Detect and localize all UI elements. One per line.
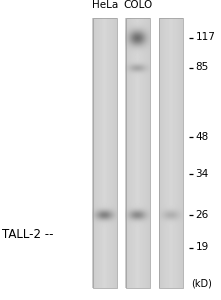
Text: 26: 26 — [196, 209, 209, 220]
Bar — [126, 18, 150, 288]
Text: (kD): (kD) — [191, 278, 211, 288]
Bar — [93, 18, 117, 288]
Text: 117: 117 — [196, 32, 215, 43]
Text: HeLa: HeLa — [92, 1, 118, 10]
Text: 85: 85 — [196, 62, 209, 73]
Text: TALL-2 --: TALL-2 -- — [2, 228, 54, 241]
Text: COLO: COLO — [124, 1, 153, 10]
Bar — [159, 18, 183, 288]
Text: 48: 48 — [196, 131, 209, 142]
Text: 19: 19 — [196, 242, 209, 253]
Text: 34: 34 — [196, 169, 209, 179]
